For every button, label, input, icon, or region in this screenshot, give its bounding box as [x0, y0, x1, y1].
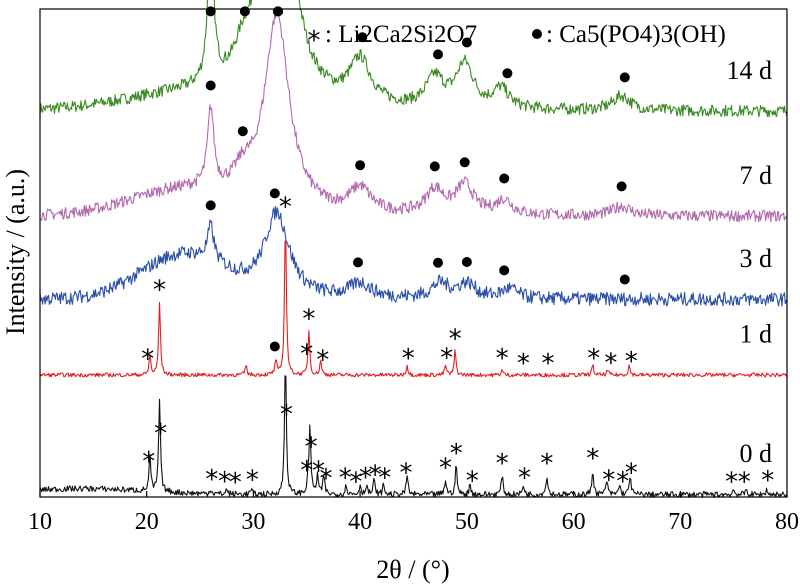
marker-layer: ****** * *** * * * * **** ** ****** ***** * **** * * **… — [141, 6, 774, 498]
hap-marker-14d-1 — [239, 6, 250, 17]
hap-marker-7d-2 — [273, 6, 283, 17]
lcs-marker-1d-2: * — [279, 193, 292, 223]
series-line-0d — [39, 375, 788, 498]
series-layer — [39, 0, 788, 498]
lcs-marker-0d-12: * — [349, 468, 362, 498]
legend-star-label: : Li2Ca2Si2O7 — [325, 21, 477, 48]
lcs-marker-0d-5: * — [246, 466, 259, 496]
lcs-marker-0d-20: * — [496, 449, 509, 479]
x-tick-label-30: 30 — [241, 509, 265, 535]
lcs-marker-0d-22: * — [540, 449, 553, 479]
hap-marker-7d-4 — [429, 161, 440, 172]
lcs-marker-0d-26: * — [625, 459, 638, 489]
legend-dot-label: : Ca5(PO4)3(OH) — [546, 21, 726, 48]
x-axis-label: 2θ / (°) — [376, 555, 449, 584]
lcs-marker-0d-24: * — [602, 465, 615, 495]
lcs-marker-0d-11: * — [339, 463, 352, 493]
x-tick-label-50: 50 — [455, 509, 479, 535]
lcs-marker-1d-8: * — [449, 324, 462, 354]
sample-label-7d: 7 d — [740, 161, 773, 190]
lcs-marker-0d-3: * — [218, 467, 231, 497]
lcs-marker-1d-11: * — [542, 349, 555, 379]
lcs-marker-1d-3: * — [300, 340, 313, 370]
hap-marker-14d-6 — [502, 68, 513, 79]
lcs-marker-0d-0: * — [142, 447, 155, 477]
x-tick-label-10: 10 — [28, 509, 52, 535]
x-tick-label-60: 60 — [562, 509, 586, 535]
x-tick-label-70: 70 — [668, 509, 692, 535]
lcs-marker-1d-13: * — [604, 348, 617, 378]
sample-label-layer: 14 d 7 d 3 d 1 d 0 d — [727, 56, 773, 468]
lcs-marker-0d-23: * — [586, 444, 599, 474]
lcs-marker-0d-10: * — [320, 464, 333, 494]
hap-marker-3d-3 — [433, 257, 443, 268]
sample-label-1d: 1 d — [740, 320, 773, 349]
hap-marker-7d-7 — [616, 181, 627, 192]
legend-star-marker: * — [308, 26, 321, 56]
hap-marker-3d-2 — [353, 257, 363, 268]
lcs-marker-0d-7: * — [300, 456, 313, 486]
x-tick-label-20: 20 — [135, 509, 159, 535]
x-tick-label-80: 80 — [775, 509, 799, 535]
lcs-marker-1d-14: * — [625, 347, 638, 377]
hap-marker-7d-6 — [499, 173, 510, 184]
lcs-marker-1d-4: * — [302, 305, 315, 335]
lcs-marker-0d-6: * — [280, 400, 293, 430]
series-line-14d — [39, 0, 788, 118]
hap-marker-7d-1 — [237, 126, 248, 137]
hap-marker-7d-5 — [459, 157, 470, 168]
hap-marker-14d-0 — [205, 6, 216, 17]
lcs-marker-1d-5: * — [316, 346, 329, 376]
hap-marker-3d-1 — [269, 188, 280, 199]
hap-marker-14d-7 — [619, 72, 630, 83]
series-line-7d — [39, 7, 788, 223]
lcs-marker-0d-18: * — [450, 439, 463, 469]
lcs-marker-0d-19: * — [466, 466, 479, 496]
lcs-marker-1d-9: * — [496, 344, 509, 374]
hap-marker-7d-3 — [355, 160, 366, 171]
lcs-marker-1d-6: * — [402, 344, 415, 374]
hap-marker-3d-6 — [619, 274, 630, 285]
lcs-marker-0d-2: * — [205, 465, 218, 495]
lcs-marker-1d-10: * — [517, 349, 530, 379]
lcs-marker-0d-21: * — [518, 464, 531, 494]
series-line-1d — [39, 240, 788, 378]
legend-dot-marker — [532, 29, 542, 39]
hap-marker-7d-0 — [205, 80, 216, 91]
x-tick-label-40: 40 — [348, 509, 372, 535]
lcs-marker-0d-25: * — [616, 467, 629, 497]
lcs-marker-1d-1: * — [153, 276, 166, 306]
lcs-marker-1d-7: * — [440, 344, 453, 374]
lcs-marker-0d-28: * — [738, 467, 751, 497]
sample-label-0d: 0 d — [740, 439, 773, 468]
series-line-3d — [39, 205, 788, 307]
lcs-marker-0d-1: * — [154, 419, 167, 449]
lcs-marker-0d-9: * — [312, 457, 325, 487]
sample-label-3d: 3 d — [740, 244, 773, 273]
legend: * : Li2Ca2Si2O7 : Ca5(PO4)3(OH) — [308, 21, 726, 56]
x-tick-layer: 10 20 30 40 50 60 70 80 — [28, 491, 799, 535]
lcs-marker-0d-27: * — [725, 468, 738, 498]
hap-marker-14d-5 — [461, 37, 472, 48]
lcs-marker-0d-17: * — [439, 454, 452, 484]
hap-marker-3d-5 — [499, 265, 510, 276]
lcs-marker-0d-13: * — [359, 463, 372, 493]
lcs-marker-0d-15: * — [378, 463, 391, 493]
lcs-marker-0d-14: * — [369, 461, 382, 491]
lcs-marker-0d-29: * — [761, 466, 774, 496]
lcs-marker-1d-0: * — [141, 344, 154, 374]
y-axis-label: Intensity / (a.u.) — [1, 169, 30, 335]
hap-marker-3d-4 — [461, 257, 472, 267]
plot-frame — [39, 8, 788, 498]
lcs-marker-0d-8: * — [305, 432, 318, 462]
hap-marker-3d-0 — [205, 200, 216, 211]
lcs-marker-0d-16: * — [400, 459, 413, 489]
hap-marker-1d-0 — [269, 341, 280, 352]
hap-marker-14d-3 — [357, 32, 368, 43]
lcs-marker-1d-12: * — [587, 344, 600, 374]
lcs-marker-0d-4: * — [229, 468, 242, 498]
hap-marker-14d-4 — [433, 49, 443, 60]
sample-label-14d: 14 d — [727, 56, 773, 85]
